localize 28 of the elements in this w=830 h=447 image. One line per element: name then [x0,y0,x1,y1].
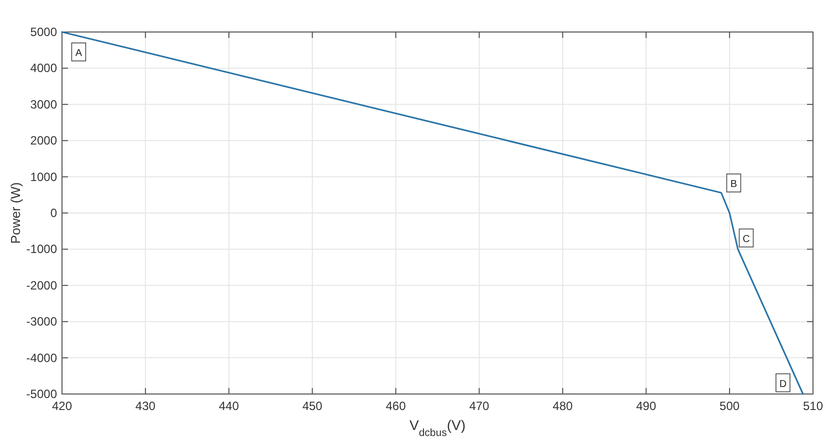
y-tick-label: -4000 [26,350,58,365]
annotation: D [779,378,787,390]
x-tick-label: 460 [386,399,406,413]
y-tick-label: -5000 [26,387,58,401]
y-tick-label: -3000 [26,314,58,329]
annotation: C [742,234,750,245]
y-tick-label: 0 [50,206,58,220]
y-tick-label: 1000 [30,170,58,184]
y-tick-label: -1000 [26,242,58,256]
annotation: B [730,178,738,190]
y-tick-label: 5000 [30,25,58,39]
x-tick-label: 450 [302,399,323,413]
y-axis-title: Power (W) [8,182,23,244]
x-tick-label: 440 [218,399,240,413]
annotation: A [75,48,82,59]
x-tick-label: 480 [552,399,573,413]
line-series [61,31,804,395]
x-tick-label: 420 [52,399,72,413]
x-tick-label: 490 [636,399,656,413]
x-tick-label: 430 [135,399,156,413]
y-tick-label: -2000 [26,278,58,292]
x-tick-label: 510 [802,399,824,413]
x-tick-label: 470 [469,399,490,413]
x-axis-title: V$_{dcbus}$(V) [409,417,466,439]
y-tick-label: 3000 [30,97,58,112]
x-tick-label: 500 [720,399,740,413]
y-tick-label: 4000 [30,61,58,76]
y-tick-label: 2000 [30,134,58,148]
